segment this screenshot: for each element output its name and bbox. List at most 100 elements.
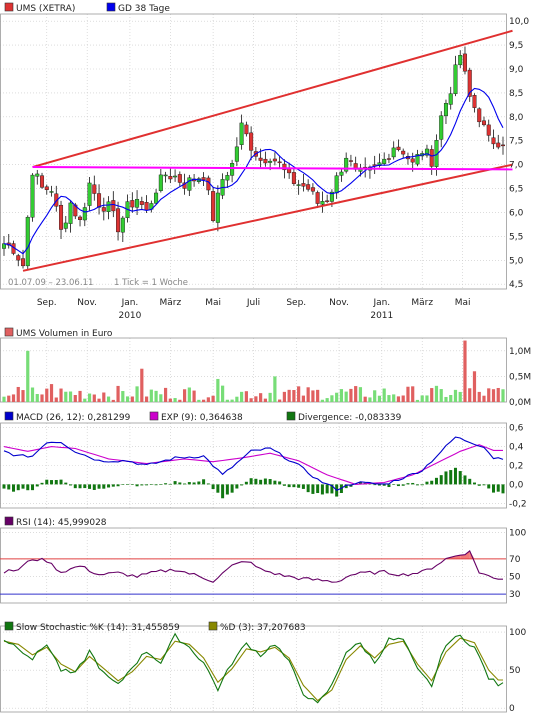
volume-bar — [17, 387, 20, 402]
divergence-bar — [383, 484, 386, 485]
volume-bar — [326, 398, 329, 402]
candle-body — [292, 172, 296, 183]
candle-body — [278, 162, 282, 163]
volume-bar — [188, 387, 191, 402]
candle-body — [121, 218, 125, 232]
volume-bar — [402, 395, 405, 402]
y-tick-label: 50 — [509, 666, 521, 676]
rsi-panel — [0, 551, 506, 594]
volume-bar — [497, 388, 500, 402]
volume-bar — [116, 386, 119, 402]
candle-body — [325, 201, 329, 202]
candle-body — [230, 163, 234, 175]
candle-body — [387, 159, 391, 160]
y-tick-label: 0,4 — [509, 443, 524, 453]
volume-bar — [235, 397, 238, 402]
candle-body — [268, 161, 272, 162]
volume-bar — [406, 387, 409, 402]
candle-body — [444, 103, 448, 116]
divergence-bar — [421, 484, 424, 485]
divergence-bar — [449, 470, 452, 484]
volume-bar — [135, 386, 138, 402]
y-tick-label: 9,5 — [509, 41, 523, 51]
volume-bar — [307, 387, 310, 402]
candle-body — [297, 185, 301, 186]
divergence-bar — [307, 484, 310, 492]
divergence-bar — [273, 481, 276, 485]
volume-bar — [302, 396, 305, 402]
volume-bar — [145, 397, 148, 402]
divergence-bar — [302, 484, 305, 489]
candle-body — [240, 123, 244, 145]
volume-bar — [449, 395, 452, 402]
volume-bar — [387, 395, 390, 402]
x-axis-label: Nov. — [77, 298, 97, 308]
divergence-bar — [392, 484, 395, 485]
volume-bar — [321, 400, 324, 402]
volume-bar — [207, 397, 210, 402]
volume-bar — [64, 392, 67, 402]
divergence-bar — [440, 475, 443, 484]
candle-body — [249, 133, 253, 151]
candle-body — [88, 183, 92, 206]
divergence-bar — [278, 481, 281, 484]
y-tick-label: 50 — [509, 573, 521, 583]
volume-bar — [212, 396, 215, 402]
candle-body — [188, 178, 192, 191]
candle-body — [78, 217, 82, 220]
divergence-bar — [79, 484, 82, 488]
divergence-bar — [463, 475, 466, 484]
y-tick-label: 5,5 — [509, 232, 523, 242]
candle-body — [226, 175, 230, 180]
candle-body — [16, 255, 20, 260]
candle-body — [321, 201, 325, 204]
channel-lower-line — [23, 165, 512, 271]
y-tick-label: 8,5 — [509, 89, 523, 99]
divergence-bar — [425, 482, 428, 485]
divergence-bar — [316, 484, 319, 493]
volume-bar — [473, 371, 476, 402]
candle-body — [64, 223, 68, 229]
divergence-bar — [216, 484, 219, 492]
volume-bar — [245, 391, 248, 402]
legend-gd38: GD 38 Tage — [118, 4, 170, 14]
volume-bar — [492, 389, 495, 402]
volume-bar — [254, 396, 257, 402]
y-tick-label: 100 — [509, 528, 526, 538]
candle-body — [178, 174, 182, 182]
candle-body — [411, 159, 415, 162]
divergence-bar — [169, 484, 172, 485]
candle-body — [335, 176, 339, 193]
divergence-bar — [297, 484, 300, 487]
volume-bar — [83, 399, 86, 402]
candle-body — [173, 176, 177, 177]
volume-bar — [250, 398, 253, 402]
candle-body — [235, 147, 239, 162]
legend-swatch-gd38 — [107, 3, 115, 11]
y-tick-label: -0,2 — [509, 499, 527, 509]
grid-lines — [0, 14, 506, 712]
volume-bar — [392, 394, 395, 402]
volume-bar — [231, 400, 234, 402]
divergence-bar — [254, 479, 257, 485]
candle-body — [107, 202, 111, 212]
y-tick-label: 8,0 — [509, 113, 524, 123]
y-tick-label: 0,2 — [509, 462, 523, 472]
candle-body — [259, 158, 263, 161]
candle-body — [382, 159, 386, 164]
candle-body — [349, 161, 353, 162]
volume-bar — [169, 399, 172, 402]
y-tick-label: 6,0 — [509, 208, 524, 218]
candle-body — [245, 125, 249, 134]
divergence-bar — [478, 484, 481, 485]
divergence-bar — [473, 483, 476, 485]
legend-volume: UMS Volumen in Euro — [16, 329, 113, 339]
divergence-bar — [102, 484, 105, 488]
divergence-bar — [164, 483, 167, 484]
y-tick-label: 0,0 — [509, 480, 524, 490]
candle-body — [21, 259, 25, 266]
y-tick-label: 6,5 — [509, 185, 523, 195]
volume-bar — [430, 388, 433, 402]
